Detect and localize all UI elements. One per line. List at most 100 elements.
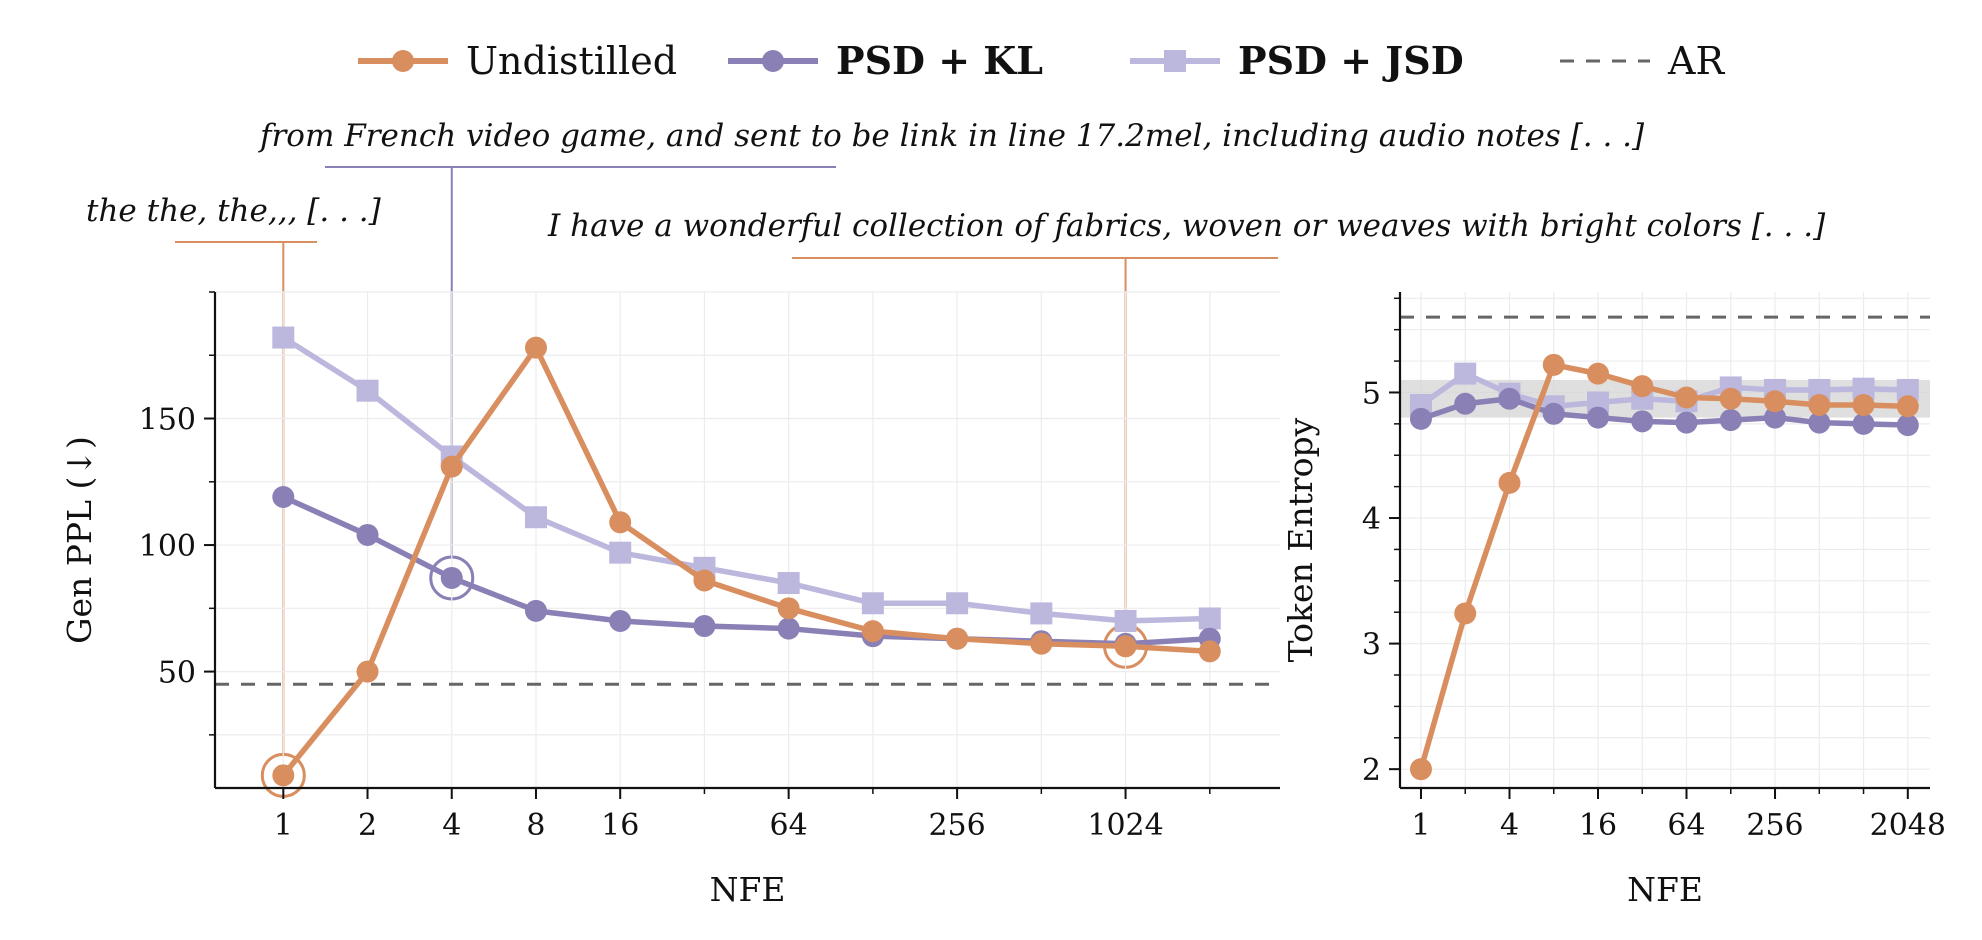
data-point — [1896, 414, 1919, 437]
series-line-psd-kl — [282, 494, 1210, 647]
data-point — [861, 620, 884, 643]
legend-entry-psd-kl: PSD + KL — [728, 38, 1043, 83]
x-axis-label-left: NFE — [710, 870, 786, 909]
legend-entry-ar: AR — [1560, 39, 1725, 83]
y-tick-label: 3 — [1362, 628, 1381, 663]
data-point — [1454, 362, 1477, 385]
y-axis-label-left: Gen PPL (↓) — [60, 436, 99, 644]
panel-left-gen-ppl: 1 2 4 8 16 64 256 1024 50 100 150 NFE Gen PPL (↓) — [60, 291, 1280, 909]
data-point — [609, 609, 632, 632]
data-point — [272, 764, 295, 787]
legend-entry-undistilled: Undistilled — [358, 39, 677, 83]
data-point — [1454, 392, 1477, 415]
data-point — [1030, 602, 1053, 625]
x-ticks-left: 1 2 4 8 16 64 256 1024 — [274, 788, 1211, 843]
data-point — [1852, 377, 1875, 400]
series-line-psd-jsd — [281, 335, 1210, 624]
data-point — [1808, 411, 1831, 434]
x-tick-label: 4 — [1500, 808, 1519, 843]
y-tick-label: 100 — [139, 529, 196, 564]
legend-label-psd-jsd: PSD + JSD — [1238, 38, 1464, 83]
data-point — [440, 455, 463, 478]
series-line-undistilled — [281, 344, 1210, 778]
data-point — [1409, 407, 1432, 430]
data-point — [777, 617, 800, 640]
data-point — [1852, 412, 1875, 435]
y-tick-label: 2 — [1362, 753, 1381, 788]
grid-left — [215, 291, 1280, 788]
data-point — [1719, 409, 1742, 432]
data-point — [524, 599, 547, 622]
data-point — [1852, 394, 1875, 417]
data-point — [1675, 386, 1698, 409]
data-point — [1808, 378, 1831, 401]
data-point — [1764, 406, 1787, 429]
data-point — [272, 326, 295, 349]
data-point — [1896, 395, 1919, 418]
series-psd-jsd-left — [272, 326, 1221, 632]
series-psd-kl-left — [272, 485, 1221, 655]
x-tick-label: 256 — [1746, 808, 1803, 843]
data-point — [356, 379, 379, 402]
data-point — [1114, 609, 1137, 632]
y-tick-label: 5 — [1362, 376, 1381, 411]
data-point — [609, 541, 632, 564]
y-ticks-left: 50 100 150 — [139, 291, 215, 736]
annotation-text-2: from French video game, and sent to be l… — [258, 118, 1645, 154]
data-point — [1764, 390, 1787, 413]
x-tick-label: 16 — [1579, 808, 1617, 843]
data-point — [1896, 378, 1919, 401]
data-point — [1030, 632, 1053, 655]
annotation-text-3: I have a wonderful collection of fabrics… — [547, 208, 1826, 244]
x-tick-label: 1024 — [1087, 808, 1163, 843]
data-point — [1586, 391, 1609, 414]
series-psd-kl-right — [1409, 387, 1919, 437]
data-point — [609, 511, 632, 534]
data-point — [861, 592, 884, 615]
data-point — [356, 660, 379, 683]
data-point — [1719, 387, 1742, 410]
data-point — [524, 336, 547, 359]
data-point — [1542, 353, 1565, 376]
x-axis-label-right: NFE — [1627, 870, 1703, 909]
annotation-text-1: the the, the,,, [. . .] — [86, 193, 382, 229]
y-ticks-right: 2 3 4 5 — [1362, 297, 1400, 788]
legend: Undistilled PSD + KL PSD + JSD AR — [358, 38, 1725, 83]
x-tick-label: 16 — [601, 808, 639, 843]
series-undistilled-left — [272, 336, 1221, 787]
x-tick-label: 2 — [358, 808, 377, 843]
data-point — [693, 615, 716, 638]
data-point — [524, 506, 547, 529]
x-tick-label: 8 — [526, 808, 545, 843]
y-tick-label: 150 — [139, 403, 196, 438]
data-point — [946, 592, 969, 615]
x-tick-label: 64 — [770, 808, 808, 843]
legend-entry-psd-jsd: PSD + JSD — [1130, 38, 1464, 83]
data-point — [1409, 758, 1432, 781]
data-point — [1454, 602, 1477, 625]
data-point — [272, 485, 295, 508]
x-tick-label: 4 — [442, 808, 461, 843]
data-point — [1631, 375, 1654, 398]
legend-label-ar: AR — [1667, 39, 1725, 83]
data-point — [693, 569, 716, 592]
legend-marker-undistilled — [392, 50, 414, 72]
legend-label-undistilled: Undistilled — [466, 39, 677, 83]
grid-right — [1400, 292, 1930, 788]
x-tick-label: 256 — [928, 808, 985, 843]
x-tick-label: 64 — [1667, 808, 1705, 843]
data-point — [1498, 387, 1521, 410]
y-tick-label: 4 — [1362, 502, 1381, 537]
data-point — [1586, 406, 1609, 429]
data-point — [1198, 640, 1221, 663]
legend-label-psd-kl: PSD + KL — [836, 38, 1043, 83]
data-point — [946, 627, 969, 650]
data-point — [1542, 402, 1565, 425]
data-point — [777, 572, 800, 595]
data-point — [1498, 471, 1521, 494]
data-point — [1675, 411, 1698, 434]
panel-right-token-entropy: 1 4 16 64 256 2048 2 3 4 5 NFE Token Entropy — [1281, 292, 1946, 909]
x-ticks-right: 1 4 16 64 256 2048 — [1411, 788, 1946, 843]
legend-marker-psd-kl — [762, 50, 784, 72]
